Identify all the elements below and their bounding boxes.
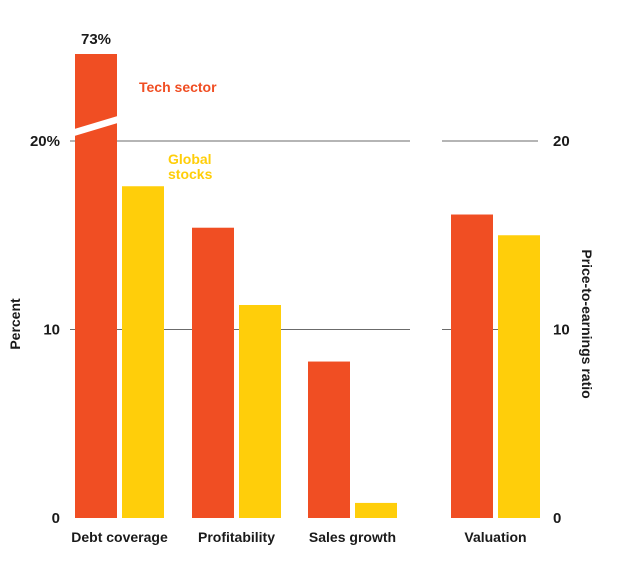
category-label-profitability: Profitability [198, 529, 275, 545]
legend-global-line-1: stocks [168, 166, 213, 182]
legend-tech-line-0: Tech sector [139, 79, 217, 95]
bar-tech-sales-growth [308, 361, 350, 518]
category-label-valuation: Valuation [464, 529, 526, 545]
bar-global-sales-growth [355, 502, 397, 518]
right-y-axis-title: Price-to-earnings ratio [579, 249, 595, 398]
left-y-tick-10: 10 [43, 322, 60, 339]
left-y-tick-20: 20% [30, 133, 60, 150]
bar-global-valuation [498, 235, 540, 518]
bar-global-profitability [239, 304, 281, 518]
left-y-tick-0: 0 [52, 510, 60, 527]
bars [71, 54, 540, 519]
category-label-debt-coverage: Debt coverage [71, 529, 168, 545]
category-label-sales-growth: Sales growth [309, 529, 396, 545]
bar-tech-profitability [192, 227, 234, 518]
bar-break-mark [71, 115, 121, 137]
labels: Percent Price-to-earnings ratio 0 10 20% 73… [7, 31, 595, 545]
legend-global-line-0: Global [168, 151, 212, 167]
left-y-axis-title: Percent [7, 298, 23, 350]
bar-global-debt-coverage [122, 186, 164, 519]
right-y-tick-0: 0 [553, 510, 561, 527]
right-y-tick-10: 10 [553, 322, 570, 339]
right-y-tick-20: 20 [553, 133, 570, 150]
bar-value-label-tech-debt-coverage: 73% [81, 31, 111, 48]
bar-tech-valuation [451, 214, 493, 518]
